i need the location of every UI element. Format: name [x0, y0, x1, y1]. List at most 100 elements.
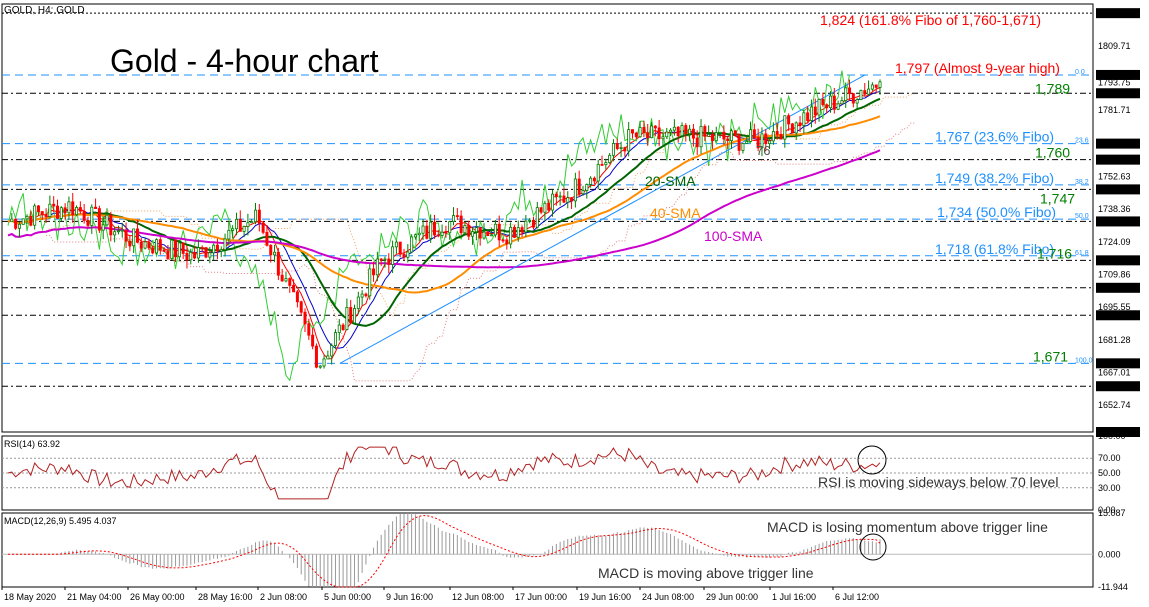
candle-body: [238, 218, 242, 232]
price-axis-label: 1724.09: [1098, 237, 1131, 247]
candle-body: [821, 98, 825, 106]
candle-body: [204, 247, 208, 258]
time-axis-label: 29 Jun 00:00: [706, 592, 758, 602]
candle-body: [528, 219, 532, 222]
candle-body: [859, 90, 863, 101]
candle-body: [314, 345, 318, 368]
candle-body: [836, 103, 840, 110]
price-label-bg: [1096, 88, 1140, 99]
candle-body: [322, 358, 326, 367]
fib-tag: 38.2: [1075, 179, 1089, 186]
time-axis-label: 19 Jun 16:00: [579, 592, 631, 602]
candle-body: [25, 215, 29, 220]
rsi-panel: [1, 435, 1094, 511]
candle-body: [109, 214, 113, 236]
candle-body: [760, 133, 764, 149]
chart-title: Gold - 4-hour chart: [110, 43, 379, 79]
candle-body: [741, 143, 745, 151]
candle-body: [234, 218, 238, 230]
candle-body: [212, 244, 216, 254]
candle-body: [105, 214, 109, 226]
price-axis-label: 1652.74: [1098, 400, 1131, 410]
candle-body: [832, 95, 836, 110]
candle-body: [676, 126, 680, 137]
candle-body: [596, 164, 600, 182]
candle-body: [768, 140, 772, 144]
candle-body: [398, 241, 402, 255]
candle-body: [448, 221, 452, 234]
price-axis-label: 1809.71: [1098, 41, 1131, 51]
candle-body: [71, 201, 75, 215]
time-axis-label: 6 Jul 12:00: [835, 592, 879, 602]
candle-body: [295, 291, 299, 303]
candle-body: [657, 127, 661, 140]
candle-body: [531, 219, 535, 228]
price-panel: 1,824 (161.8% Fibo of 1,760-1,671) 1,797 …: [1, 3, 1094, 433]
candle-body: [223, 238, 227, 251]
candle-body: [421, 225, 425, 234]
candle-body: [444, 231, 448, 234]
candle-body: [790, 123, 794, 134]
time-axis-label: 24 Jun 08:00: [642, 592, 694, 602]
candle-body: [722, 131, 726, 140]
price-label-bg: [1096, 358, 1140, 369]
candle-body: [844, 87, 848, 101]
time-axis-label: 2 Jun 08:00: [260, 592, 307, 602]
candle-body: [863, 90, 867, 95]
candle-body: [729, 130, 733, 141]
candle-body: [817, 98, 821, 116]
candle-body: [200, 247, 204, 250]
candle-body: [337, 324, 341, 333]
candle-body: [874, 84, 878, 88]
candle-body: [341, 324, 345, 330]
price-axis-label: 1733.00: [1098, 216, 1131, 226]
candle-body: [665, 131, 669, 138]
rsi-axis-label: 50.00: [1098, 468, 1121, 478]
time-axis-label: 1 Jul 16:00: [772, 592, 816, 602]
level-label: 1,789: [1035, 80, 1070, 96]
candle-body: [554, 193, 558, 198]
candle-body: [120, 229, 124, 232]
ichimoku-span-b: [46, 122, 915, 382]
level-label: 1,671: [1033, 348, 1068, 364]
candle-body: [410, 236, 414, 253]
candle-body: [493, 223, 497, 236]
candle-body: [809, 106, 813, 121]
candle-body: [189, 251, 193, 261]
candle-body: [825, 104, 829, 109]
candle-body: [783, 115, 787, 140]
price-axis-label: 1752.63: [1098, 172, 1131, 182]
candle-body: [615, 143, 619, 149]
candle-body: [611, 143, 615, 156]
macd-note-bottom: MACD is moving above trigger line: [598, 565, 814, 581]
macd-panel: [1, 512, 1094, 588]
fib-tag: 61.8: [1075, 250, 1089, 257]
candle-body: [402, 253, 406, 258]
level-label: 1,747: [1040, 190, 1075, 206]
candle-body: [387, 258, 391, 265]
candle-body: [326, 355, 330, 360]
candle-body: [417, 232, 421, 236]
time-axis-label: 28 May 16:00: [198, 592, 253, 602]
candle-body: [318, 365, 322, 368]
candle-body: [710, 134, 714, 142]
time-axis-label: 26 May 00:00: [130, 592, 185, 602]
candle-body: [124, 229, 128, 242]
candle-body: [547, 202, 551, 211]
price-label-bg: [1096, 138, 1140, 149]
candle-body: [276, 251, 280, 276]
candle-body: [269, 244, 273, 256]
candle-body: [459, 215, 463, 234]
candle-body: [333, 332, 337, 346]
candle-body: [284, 278, 288, 282]
macd-highlight-circle: [859, 533, 887, 561]
candle-body: [623, 147, 627, 152]
candle-body: [52, 203, 56, 207]
macd-signal-line: [8, 515, 881, 588]
candle-body: [299, 301, 303, 313]
sma-40-line: [7, 115, 881, 294]
candle-body: [219, 249, 223, 252]
candle-body: [101, 224, 105, 231]
candle-body: [97, 208, 101, 231]
